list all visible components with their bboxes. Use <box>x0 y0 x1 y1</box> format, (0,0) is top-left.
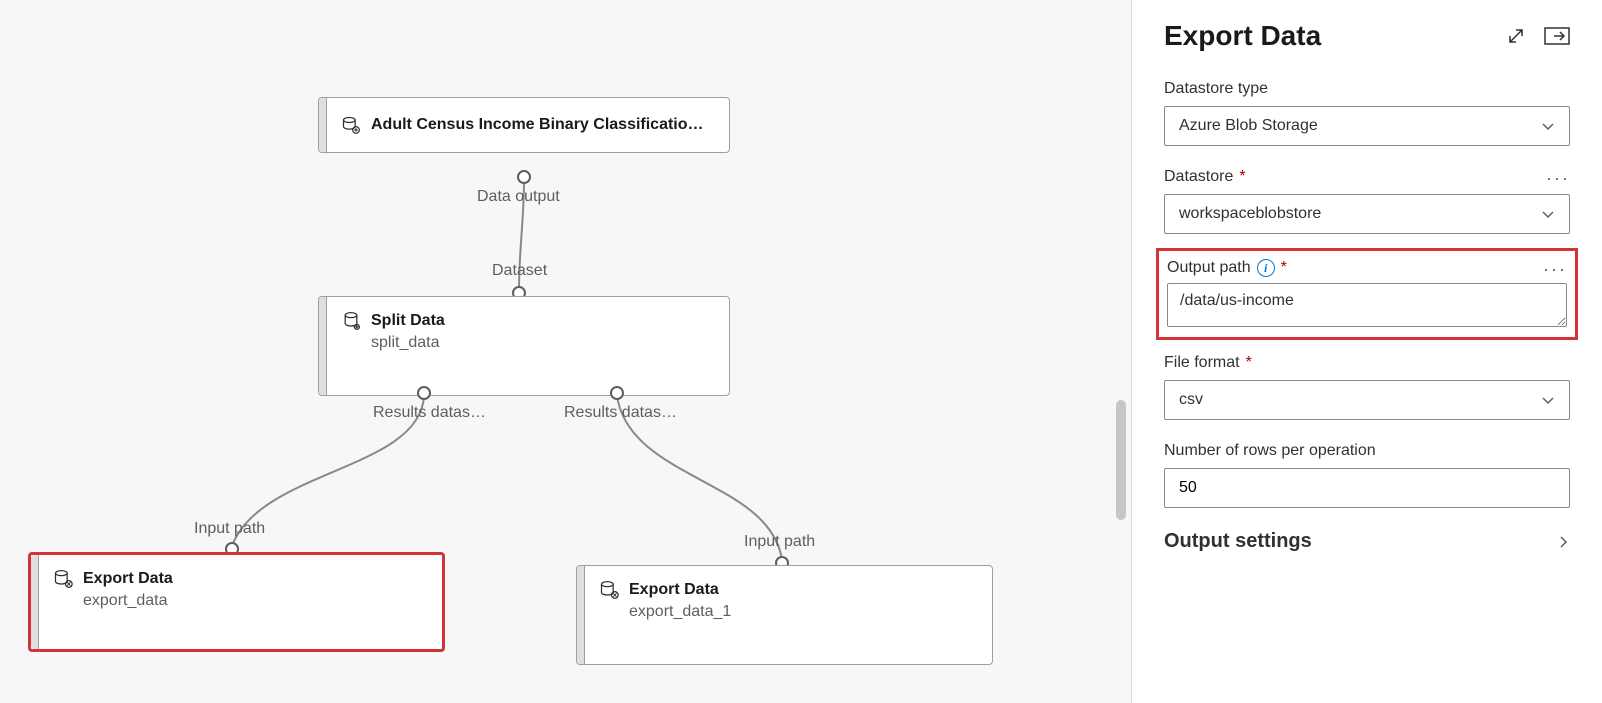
field-file-format: File format * csv <box>1164 354 1570 420</box>
file-format-select[interactable]: csv <box>1164 380 1570 420</box>
select-value: workspaceblobstore <box>1179 205 1321 223</box>
node-stripe <box>319 98 327 152</box>
info-icon[interactable]: i <box>1257 259 1275 277</box>
field-datastore-type: Datastore type Azure Blob Storage <box>1164 80 1570 146</box>
node-dataset[interactable]: Adult Census Income Binary Classificatio… <box>318 97 730 153</box>
field-output-path: Output path i * ··· /data/us-income <box>1167 259 1567 327</box>
port-label: Results datas… <box>564 404 677 422</box>
export-icon <box>53 569 73 589</box>
node-title: Adult Census Income Binary Classificatio… <box>371 115 704 136</box>
properties-panel: Export Data Datastore type Azure Blob St… <box>1132 0 1602 703</box>
select-value: csv <box>1179 391 1203 409</box>
output-port[interactable] <box>517 170 531 184</box>
dataset-icon <box>341 115 361 135</box>
field-label: Number of rows per operation <box>1164 442 1570 460</box>
pipeline-canvas[interactable]: Adult Census Income Binary Classificatio… <box>0 0 1132 703</box>
collapse-panel-icon[interactable] <box>1544 26 1570 46</box>
node-stripe <box>577 566 585 664</box>
node-title: Export Data <box>83 569 173 590</box>
port-label: Input path <box>744 533 815 551</box>
output-port[interactable] <box>417 386 431 400</box>
field-rows-per-op: Number of rows per operation <box>1164 442 1570 508</box>
output-settings-section[interactable]: Output settings <box>1164 530 1570 553</box>
datastore-type-select[interactable]: Azure Blob Storage <box>1164 106 1570 146</box>
export-icon <box>599 580 619 600</box>
required-indicator: * <box>1281 259 1287 277</box>
field-label: Output path <box>1167 259 1251 277</box>
datastore-select[interactable]: workspaceblobstore <box>1164 194 1570 234</box>
field-label: File format <box>1164 354 1240 372</box>
expand-icon[interactable] <box>1506 26 1526 46</box>
chevron-right-icon <box>1556 535 1570 549</box>
node-stripe <box>319 297 327 395</box>
port-label: Input path <box>194 520 265 538</box>
chevron-down-icon <box>1541 119 1555 133</box>
input-value[interactable] <box>1179 479 1555 497</box>
node-subtitle: export_data <box>83 592 173 610</box>
panel-header: Export Data <box>1164 20 1570 52</box>
split-icon <box>341 311 361 331</box>
required-indicator: * <box>1246 354 1252 372</box>
output-path-input[interactable]: /data/us-income <box>1167 283 1567 327</box>
section-label: Output settings <box>1164 530 1312 553</box>
node-stripe <box>31 555 39 649</box>
port-label: Dataset <box>492 262 547 280</box>
field-label: Datastore type <box>1164 80 1570 98</box>
select-value: Azure Blob Storage <box>1179 117 1318 135</box>
rows-per-op-input[interactable] <box>1164 468 1570 508</box>
input-value: /data/us-income <box>1180 292 1294 309</box>
port-label: Results datas… <box>373 404 486 422</box>
output-path-highlight: Output path i * ··· /data/us-income <box>1156 248 1578 340</box>
more-options-icon[interactable]: ··· <box>1543 259 1567 280</box>
output-port[interactable] <box>610 386 624 400</box>
field-datastore: Datastore * ··· workspaceblobstore <box>1164 168 1570 234</box>
more-options-icon[interactable]: ··· <box>1546 168 1570 189</box>
node-title: Split Data <box>371 311 445 332</box>
node-title: Export Data <box>629 580 731 601</box>
panel-title: Export Data <box>1164 20 1321 52</box>
scrollbar-thumb[interactable] <box>1116 400 1126 520</box>
field-label: Datastore <box>1164 168 1233 186</box>
node-export-data-1[interactable]: Export Data export_data_1 <box>576 565 993 665</box>
node-subtitle: split_data <box>371 334 445 352</box>
chevron-down-icon <box>1541 393 1555 407</box>
port-label: Data output <box>477 188 560 206</box>
node-export-data[interactable]: Export Data export_data <box>28 552 445 652</box>
required-indicator: * <box>1239 168 1245 186</box>
chevron-down-icon <box>1541 207 1555 221</box>
node-subtitle: export_data_1 <box>629 603 731 621</box>
node-split-data[interactable]: Split Data split_data <box>318 296 730 396</box>
